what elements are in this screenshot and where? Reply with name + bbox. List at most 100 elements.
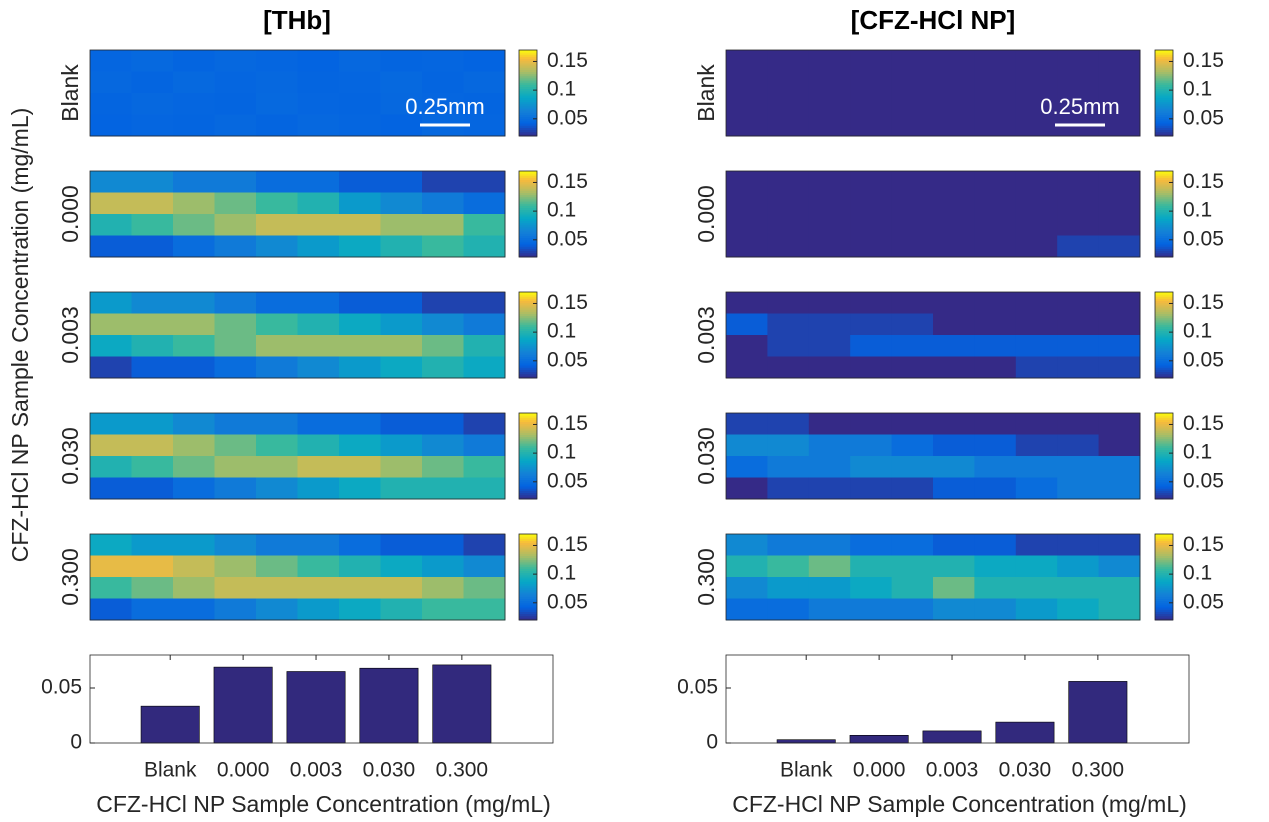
colorbar-segment	[1155, 73, 1173, 77]
colorbar-segment	[519, 198, 537, 202]
heatmap-cell	[380, 534, 423, 556]
colorbar-segment	[519, 600, 537, 604]
heatmap-cell	[90, 434, 132, 457]
colorbar-segment	[519, 84, 537, 88]
heatmap-cell	[463, 114, 506, 137]
heatmap-cell	[933, 171, 975, 193]
colorbar-segment	[519, 453, 537, 457]
heatmap-cell	[339, 214, 381, 236]
colorbar-segment	[519, 536, 537, 539]
colorbar-segment	[519, 302, 537, 306]
colorbar-segment	[1155, 211, 1173, 215]
heatmap-cell	[173, 534, 215, 556]
colorbar-segment	[1155, 175, 1173, 178]
colorbar-segment	[1155, 460, 1173, 463]
heatmap-cell	[767, 235, 810, 258]
colorbar-segment	[1155, 615, 1173, 619]
heatmap-cell	[974, 192, 1017, 215]
heatmap-cell	[850, 335, 893, 357]
colorbar-tick-label: 0.1	[1183, 199, 1212, 222]
colorbar-segment	[1155, 54, 1173, 57]
colorbar-segment	[1155, 617, 1173, 621]
heatmap-cell	[422, 413, 464, 435]
heatmap-cell	[974, 171, 1017, 193]
heatmap-cell	[339, 171, 381, 193]
colorbar-segment	[519, 354, 537, 357]
colorbar-segment	[1155, 358, 1173, 362]
heatmap-cell	[380, 356, 423, 379]
heatmap-cell	[767, 356, 810, 379]
heatmap-cell	[1057, 50, 1100, 72]
colorbar-segment	[519, 594, 537, 597]
heatmap-cell	[850, 534, 893, 556]
colorbar-segment	[519, 473, 537, 476]
heatmap-cell	[297, 577, 340, 599]
colorbar-segment	[519, 54, 537, 57]
colorbar-segment	[519, 417, 537, 420]
heatmap-cell	[339, 235, 381, 258]
heatmap-cell	[214, 456, 257, 478]
heatmap-cell	[380, 50, 423, 72]
heatmap-cell	[891, 292, 934, 314]
colorbar-segment	[519, 587, 537, 591]
heatmap-cell	[891, 71, 934, 94]
heatmap-cell	[974, 356, 1017, 379]
heatmap-cell	[297, 534, 340, 556]
colorbar-segment	[519, 579, 537, 582]
colorbar-segment	[1155, 222, 1173, 226]
colorbar-segment	[1155, 579, 1173, 582]
colorbar-segment	[1155, 319, 1173, 323]
colorbar-segment	[1155, 214, 1173, 217]
x-axis-label: CFZ-HCl NP Sample Concentration (mg/mL)	[96, 791, 551, 817]
heatmap-cell	[173, 555, 215, 578]
heatmap-cell	[1015, 171, 1058, 193]
heatmap-cell	[933, 555, 975, 578]
heatmap-cell	[933, 534, 975, 556]
heatmap-cell	[933, 456, 975, 478]
colorbar-segment	[519, 330, 537, 334]
colorbar-segment	[1155, 421, 1173, 425]
heatmap-cell	[1015, 555, 1058, 578]
colorbar-segment	[519, 477, 537, 481]
colorbar-segment	[1155, 205, 1173, 209]
colorbar-tick-label: 0.1	[1183, 562, 1212, 585]
heatmap-cell	[1015, 477, 1058, 500]
colorbar-segment	[519, 207, 537, 211]
colorbar-segment	[519, 311, 537, 314]
heatmap-cell	[339, 192, 381, 215]
heatmap-cell	[380, 434, 423, 457]
colorbar-segment	[1155, 75, 1173, 79]
heatmap-cell	[1015, 50, 1058, 72]
colorbar-segment	[1155, 307, 1173, 310]
colorbar-segment	[519, 367, 537, 370]
colorbar-segment	[519, 339, 537, 342]
heatmap-cell	[339, 413, 381, 435]
colorbar-segment	[1155, 99, 1173, 103]
heatmap-cell	[131, 577, 174, 599]
colorbar-segment	[519, 617, 537, 621]
heatmap-cell	[767, 114, 810, 137]
colorbar-segment	[519, 188, 537, 191]
heatmap-cell	[463, 356, 506, 379]
heatmap-cell	[1098, 555, 1141, 578]
colorbar-segment	[519, 108, 537, 111]
colorbar-segment	[1155, 177, 1173, 181]
heatmap-frame	[725, 412, 1141, 500]
heatmap-cell	[850, 114, 893, 137]
colorbar-segment	[519, 415, 537, 418]
colorbar-segment	[519, 203, 537, 206]
colorbar-segment	[1155, 445, 1173, 448]
colorbar-segment	[519, 116, 537, 120]
colorbar-segment	[1155, 559, 1173, 563]
colorbar-segment	[519, 564, 537, 567]
heatmap-cell	[90, 555, 132, 578]
heatmap-cell	[1057, 71, 1100, 94]
colorbar-segment	[519, 589, 537, 593]
heatmap-cell	[1057, 598, 1100, 621]
colorbar-segment	[519, 194, 537, 198]
heatmap-cell	[380, 71, 423, 94]
heatmap-cell	[1015, 356, 1058, 379]
colorbar-segment	[519, 607, 537, 610]
heatmap-cell	[214, 356, 257, 379]
